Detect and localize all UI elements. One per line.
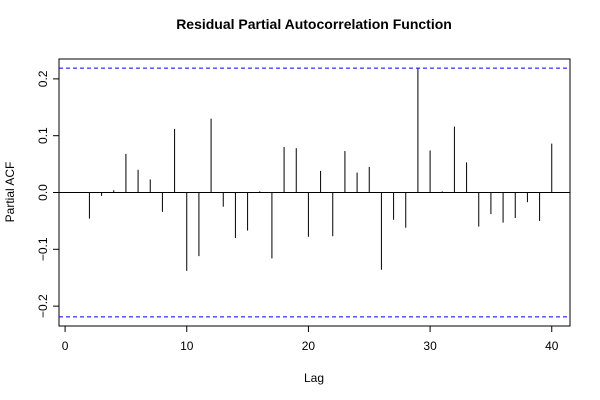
y-axis: −0.2 −0.1 0.0 0.1 0.2	[36, 70, 59, 318]
y-tick-label: −0.2	[36, 294, 50, 318]
y-axis-label: Partial ACF	[3, 162, 17, 223]
x-tick-label: 30	[423, 339, 437, 353]
y-tick-label: −0.1	[36, 237, 50, 261]
x-axis: 0 10 20 30 40	[62, 326, 559, 353]
x-tick-label: 20	[302, 339, 316, 353]
x-tick-label: 0	[62, 339, 69, 353]
x-tick-label: 10	[180, 339, 194, 353]
x-axis-label: Lag	[304, 371, 324, 385]
y-tick-label: 0.0	[36, 184, 50, 201]
y-tick-label: 0.1	[36, 127, 50, 144]
chart-title: Residual Partial Autocorrelation Functio…	[176, 16, 452, 32]
y-tick-label: 0.2	[36, 70, 50, 87]
pacf-bars	[88, 68, 553, 271]
confidence-bounds	[59, 67, 570, 318]
x-tick-label: 40	[545, 339, 559, 353]
